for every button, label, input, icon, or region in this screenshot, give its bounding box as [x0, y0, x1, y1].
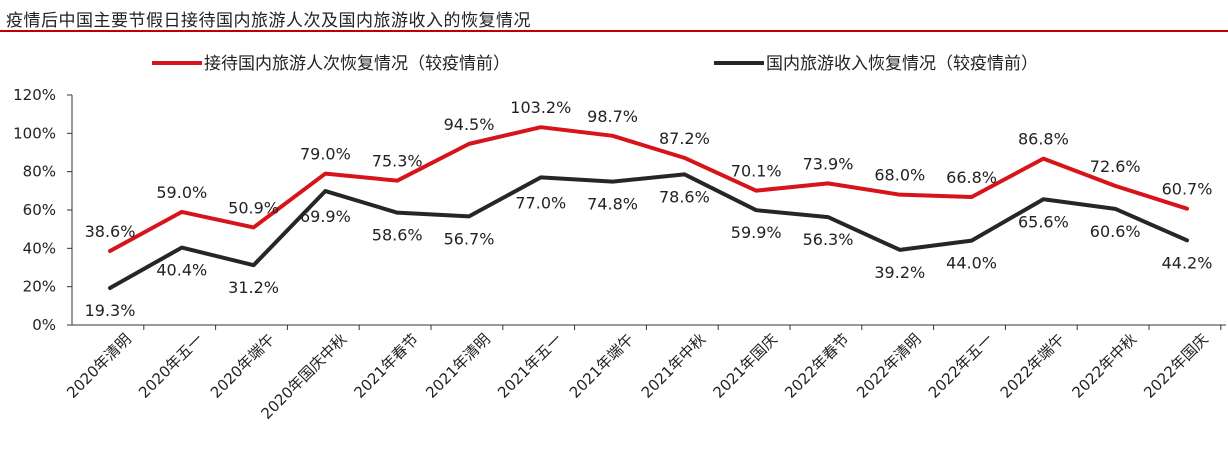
x-tick-label: 2022年中秋 — [1068, 330, 1140, 402]
x-tick-label: 2021年中秋 — [638, 330, 710, 402]
x-tick-label: 2020年清明 — [63, 330, 135, 402]
data-label-series-1: 60.7% — [1162, 180, 1213, 199]
x-tick-label: 2021年国庆 — [709, 330, 781, 402]
data-label-series-2: 44.0% — [946, 254, 997, 273]
data-label-series-1: 66.8% — [946, 168, 997, 187]
x-tick-label: 2020年端午 — [207, 330, 279, 402]
data-label-series-1: 98.7% — [587, 107, 638, 126]
series-line-1 — [108, 125, 1189, 254]
data-label-series-2: 56.3% — [803, 230, 854, 249]
y-tick-label: 100% — [13, 124, 56, 142]
data-label-series-1: 59.0% — [156, 183, 207, 202]
y-tick-label: 120% — [13, 86, 56, 104]
data-label-series-2: 19.3% — [85, 301, 136, 320]
data-label-series-2: 60.6% — [1090, 222, 1141, 241]
chart-title: 疫情后中国主要节假日接待国内旅游人次及国内旅游收入的恢复情况 — [6, 11, 531, 31]
data-label-series-1: 68.0% — [874, 166, 925, 185]
data-label-series-2: 40.4% — [156, 261, 207, 280]
x-tick-label: 2022年端午 — [997, 330, 1069, 402]
data-label-series-2: 58.6% — [372, 226, 423, 245]
data-label-series-1: 86.8% — [1018, 130, 1069, 149]
data-label-series-1: 70.1% — [731, 162, 782, 181]
x-tick-label: 2022年五一 — [925, 330, 997, 402]
data-label-series-1: 94.5% — [444, 115, 495, 134]
x-tick-label: 2020年五一 — [135, 330, 207, 402]
x-tick-label: 2022年清明 — [853, 330, 925, 402]
data-label-series-1: 75.3% — [372, 152, 423, 171]
data-label-series-1: 79.0% — [300, 145, 351, 164]
legend-label-2: 国内旅游收入恢复情况（较疫情前） — [766, 54, 1038, 74]
y-tick-label: 20% — [23, 278, 56, 296]
title-divider — [0, 30, 1228, 32]
data-label-series-2: 69.9% — [300, 207, 351, 226]
y-tick-label: 0% — [32, 316, 56, 334]
x-tick-label: 2022年春节 — [781, 330, 853, 402]
x-tick-label: 2021年五一 — [494, 330, 566, 402]
data-label-series-2: 39.2% — [874, 263, 925, 282]
data-label-series-2: 77.0% — [515, 193, 566, 212]
series-line-2 — [108, 172, 1189, 291]
y-tick-label: 60% — [23, 201, 56, 219]
data-label-series-2: 56.7% — [444, 229, 495, 248]
data-label-series-2: 65.6% — [1018, 212, 1069, 231]
data-label-series-1: 38.6% — [85, 222, 136, 241]
data-label-series-1: 73.9% — [803, 154, 854, 173]
data-label-series-2: 44.2% — [1162, 253, 1213, 272]
data-label-series-1: 72.6% — [1090, 157, 1141, 176]
data-label-series-2: 31.2% — [228, 278, 279, 297]
x-tick-label: 2021年清明 — [422, 330, 494, 402]
data-label-series-1: 103.2% — [510, 98, 571, 117]
x-tick-label: 2022年国庆 — [1140, 330, 1212, 402]
data-label-series-2: 59.9% — [731, 223, 782, 242]
data-label-series-2: 74.8% — [587, 195, 638, 214]
y-tick-label: 80% — [23, 163, 56, 181]
data-label-series-2: 78.6% — [659, 187, 710, 206]
x-tick-label: 2021年端午 — [566, 330, 638, 402]
data-label-series-1: 50.9% — [228, 198, 279, 217]
x-tick-label: 2021年春节 — [350, 330, 422, 402]
data-label-series-1: 87.2% — [659, 129, 710, 148]
legend-label-1: 接待国内旅游人次恢复情况（较疫情前） — [204, 54, 510, 74]
y-tick-label: 40% — [23, 239, 56, 257]
